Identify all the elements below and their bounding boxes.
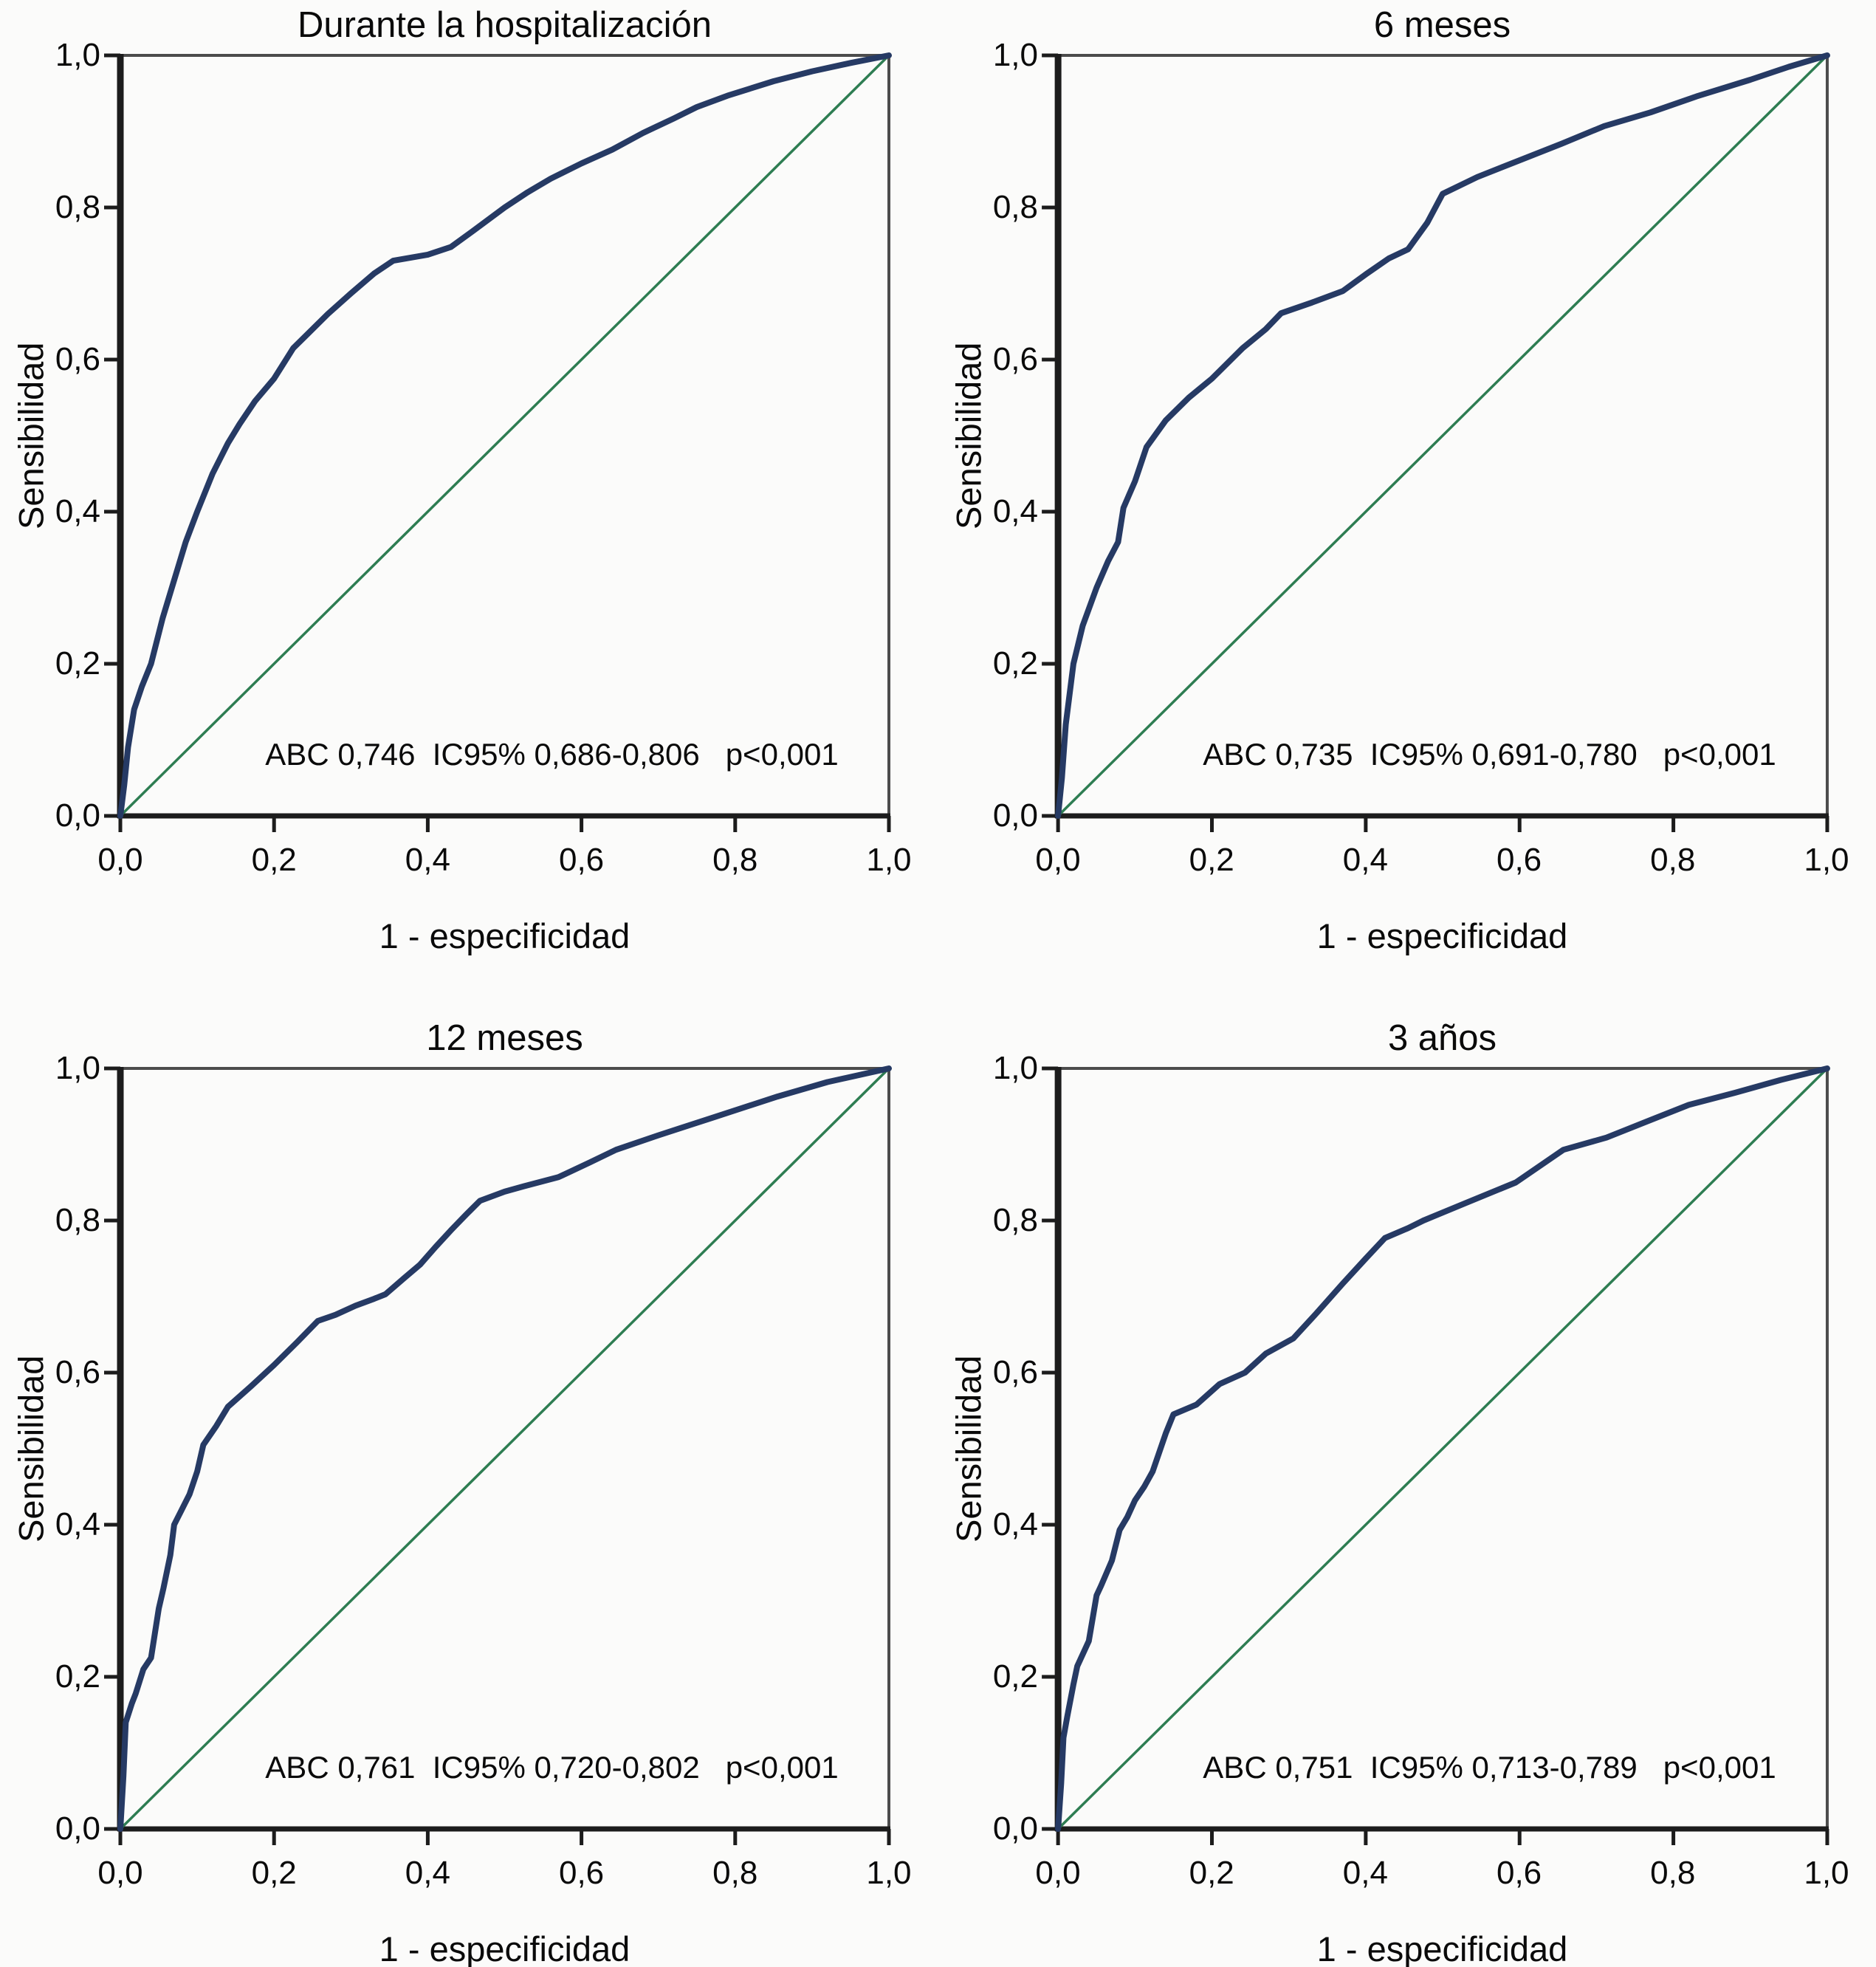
reference-diagonal-line [1056,1067,1829,1830]
roc-panel-3-anos: 3 años Sensibilidad 1,0 0,8 0,6 0,4 0,2 0,0 0… [938,984,1876,1967]
roc-plot-canvas [1042,52,1830,832]
auc-annotation: ABC 0,751 IC95% 0,713-0,789 p<0,001 [1203,1750,1776,1785]
plot-layer [104,52,892,832]
plot-layer [1042,52,1830,832]
plot-layer [1042,1065,1830,1845]
y-axis-tick-labels: 1,0 0,8 0,6 0,4 0,2 0,0 [55,1050,100,1847]
y-axis-tick-labels: 1,0 0,8 0,6 0,4 0,2 0,0 [992,37,1038,834]
roc-curve [1055,1065,1830,1832]
chart-title: 12 meses [426,1018,583,1058]
x-axis-label: 1 - especificidad [379,1929,631,1967]
x-axis-label: 1 - especificidad [1316,1929,1568,1967]
roc-plot-canvas [104,52,892,832]
auc-annotation: ABC 0,746 IC95% 0,686-0,806 p<0,001 [265,737,839,772]
roc-panel-hospitalizacion: Durante la hospitalización Sensibilidad … [0,0,938,984]
reference-diagonal-line [119,1067,890,1830]
chart-title: 3 años [1387,1018,1497,1058]
roc-plot-canvas [1042,1065,1830,1845]
y-axis-tick-labels: 1,0 0,8 0,6 0,4 0,2 0,0 [55,37,100,834]
roc-curve [117,52,892,819]
auc-annotation: ABC 0,761 IC95% 0,720-0,802 p<0,001 [265,1750,839,1785]
x-axis-tick-labels: 0,0 0,2 0,4 0,6 0,8 1,0 [97,1855,912,1891]
reference-diagonal-line [1056,54,1829,817]
x-axis-label: 1 - especificidad [379,916,631,955]
chart-title: Durante la hospitalización [297,5,712,45]
auc-annotation: ABC 0,735 IC95% 0,691-0,780 p<0,001 [1203,737,1776,772]
x-axis-label: 1 - especificidad [1316,916,1568,955]
roc-curve [1055,52,1830,819]
x-axis-tick-labels: 0,0 0,2 0,4 0,6 0,8 1,0 [97,842,912,878]
x-axis-tick-labels: 0,0 0,2 0,4 0,6 0,8 1,0 [1035,1855,1849,1891]
plot-layer [104,1065,892,1845]
reference-diagonal-line [119,54,890,817]
chart-title: 6 meses [1373,5,1511,45]
roc-curve [117,1065,892,1832]
roc-panel-12-meses: 12 meses Sensibilidad 1,0 0,8 0,6 0,4 0,2 0,0… [0,984,938,1967]
x-axis-tick-labels: 0,0 0,2 0,4 0,6 0,8 1,0 [1035,842,1849,878]
y-axis-tick-labels: 1,0 0,8 0,6 0,4 0,2 0,0 [992,1050,1038,1847]
roc-panel-6-meses: 6 meses Sensibilidad 1,0 0,8 0,6 0,4 0,2 0,0 … [938,0,1876,984]
roc-plot-canvas [104,1065,892,1845]
